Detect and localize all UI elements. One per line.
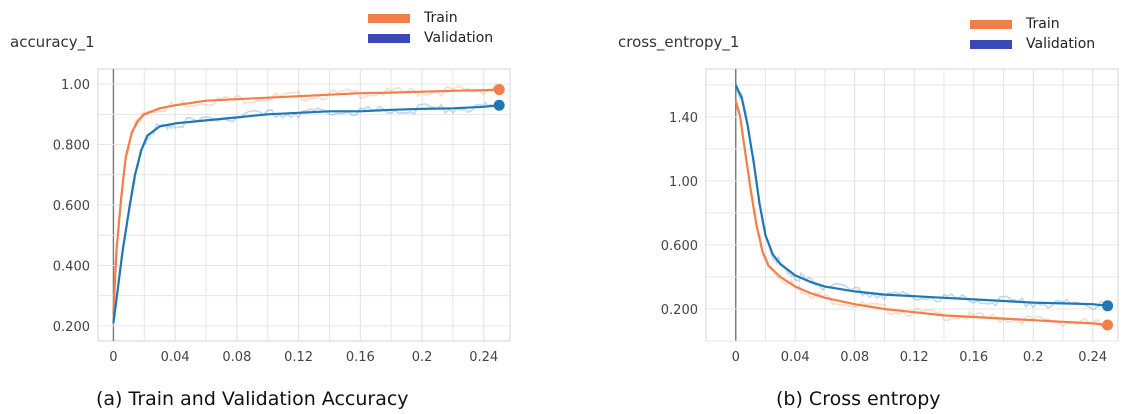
legend-item-train: Train [970,14,1095,34]
x-tick-label: 0.24 [1078,350,1107,365]
x-tick-label: 0.16 [346,350,375,365]
chart-title: cross_entropy_1 [618,33,740,51]
x-tick-label: 0.08 [222,350,251,365]
series-train-end-point [1102,319,1114,331]
chart-title: accuracy_1 [10,33,95,51]
legend-item-validation: Validation [970,34,1095,54]
x-tick-label: 0.2 [412,350,433,365]
x-tick-label: 0.04 [781,350,810,365]
legend-label-train: Train [424,10,458,26]
series-validation-line [112,104,500,324]
x-tick-label: 0.04 [161,350,190,365]
legend-label-validation: Validation [424,30,494,46]
legend-label-validation: Validation [1026,36,1096,52]
chart-caption: (a) Train and Validation Accuracy [96,388,409,410]
accuracy-chart-panel: accuracy_1 Train Validation 0 0.04 0.08 0.1… [0,0,560,414]
x-tick-label: 0.12 [900,350,929,365]
y-tick-label: 0.600 [661,239,698,254]
x-tick-label: 0.08 [840,350,869,365]
x-tick-label: 0 [109,350,117,365]
cross-entropy-plot: 0 0.04 0.08 0.12 0.16 0.2 0.24 0.200 0.600 1.00 1.… [661,68,1119,365]
y-tick-label: 0.200 [53,320,90,335]
series-validation-end-point [493,99,505,111]
legend-label-train: Train [1026,16,1060,32]
legend-swatch-validation [970,39,1012,49]
y-tick-label: 1.00 [669,175,698,190]
series-train-line [112,88,500,314]
series-train-end-point [493,84,505,96]
y-tick-label: 1.40 [669,111,698,126]
legend-swatch-train [368,13,410,23]
legend-swatch-train [970,19,1012,29]
series-validation-end-point [1102,300,1114,312]
legend-swatch-validation [368,33,410,43]
y-tick-label: 1.00 [61,78,90,93]
cross-entropy-chart-panel: cross_entropy_1 Train Validation 0 0.04 0.… [560,0,1121,414]
y-tick-label: 0.400 [53,259,90,274]
x-tick-label: 0.24 [469,350,498,365]
accuracy-plot: 0 0.04 0.08 0.12 0.16 0.2 0.24 0.200 0.400 0.600 0… [53,68,511,365]
y-tick-label: 0.200 [661,303,698,318]
chart-caption: (b) Cross entropy [776,388,941,410]
chart-legend: Train Validation [970,14,1095,54]
x-tick-label: 0.2 [1023,350,1044,365]
x-tick-label: 0.12 [284,350,313,365]
legend-item-train: Train [368,8,493,28]
x-tick-label: 0 [732,350,740,365]
series-validation-line [734,84,1108,307]
y-tick-label: 0.600 [53,199,90,214]
x-tick-label: 0.16 [959,350,988,365]
chart-legend: Train Validation [368,8,493,48]
series-train-line [734,100,1108,327]
legend-item-validation: Validation [368,28,493,48]
y-tick-label: 0.800 [53,139,90,154]
